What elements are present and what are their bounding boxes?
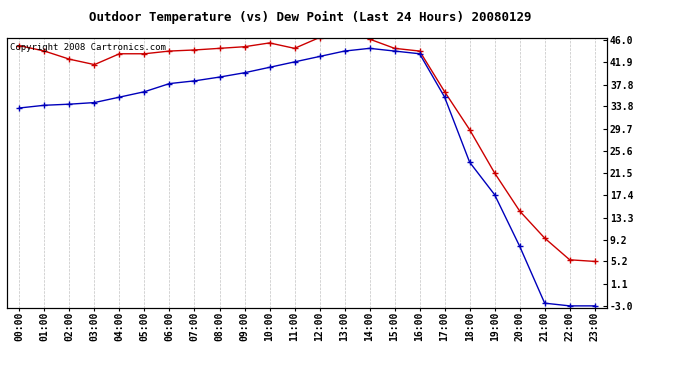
Text: Outdoor Temperature (vs) Dew Point (Last 24 Hours) 20080129: Outdoor Temperature (vs) Dew Point (Last… bbox=[89, 11, 532, 24]
Text: Copyright 2008 Cartronics.com: Copyright 2008 Cartronics.com bbox=[10, 43, 166, 52]
